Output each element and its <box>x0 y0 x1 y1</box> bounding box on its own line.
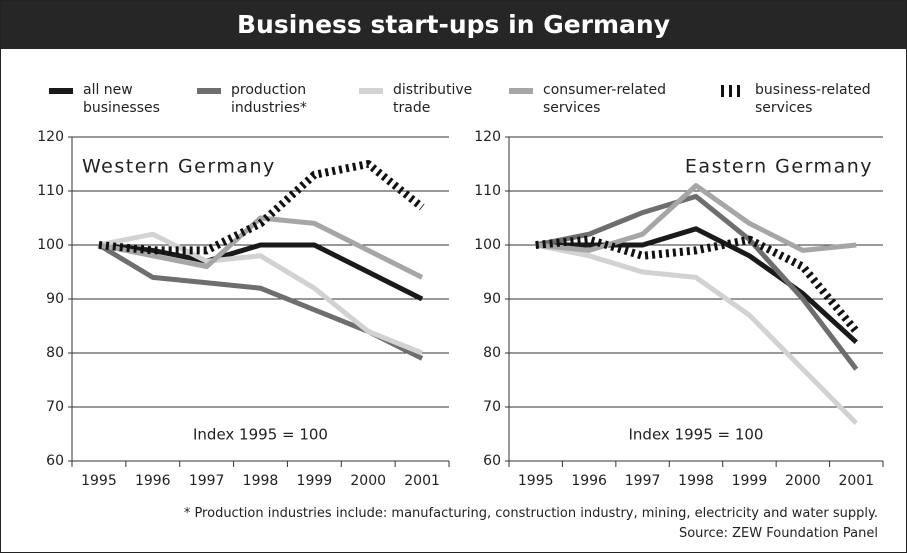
series-line <box>98 231 424 356</box>
y-tick-label: 120 <box>474 129 501 145</box>
legend-label: business-related services <box>755 82 871 116</box>
legend-label: all new businesses <box>83 82 160 116</box>
x-tick-label: 2001 <box>838 473 874 489</box>
y-tick-label: 60 <box>46 453 64 469</box>
x-tick-label: 1996 <box>135 473 171 489</box>
annotation: Index 1995 = 100 <box>629 426 764 444</box>
series-line <box>98 215 424 280</box>
x-tick-label: 1996 <box>571 473 607 489</box>
series-line <box>535 226 858 345</box>
x-tick-label: 2000 <box>785 473 821 489</box>
y-tick-label: 70 <box>46 399 64 415</box>
title: Business start-ups in Germany <box>1 1 906 49</box>
legend-swatch <box>49 88 73 94</box>
x-tick-label: 1995 <box>81 473 117 489</box>
x-tick-label: 1997 <box>189 473 225 489</box>
series-line <box>535 235 860 334</box>
y-tick-label: 60 <box>483 453 501 469</box>
y-tick-label: 100 <box>37 237 64 253</box>
x-tick-label: 1997 <box>625 473 661 489</box>
legend: all new businesses production industries*… <box>49 81 899 123</box>
y-tick-label: 100 <box>474 237 501 253</box>
x-tick-label: 1999 <box>297 473 333 489</box>
x-tick-label: 1998 <box>243 473 279 489</box>
y-tick-label: 90 <box>46 291 64 307</box>
series-line <box>535 183 857 253</box>
x-tick-label: 1995 <box>518 473 554 489</box>
footnote: * Production industries include: manufac… <box>183 506 878 521</box>
x-tick-label: 2000 <box>350 473 386 489</box>
y-tick-label: 90 <box>483 291 501 307</box>
y-tick-label: 70 <box>483 399 501 415</box>
series-line <box>98 160 425 255</box>
x-tick-label: 2001 <box>404 473 440 489</box>
y-tick-label: 80 <box>483 345 501 361</box>
y-tick-label: 120 <box>37 129 64 145</box>
series-line <box>535 242 859 425</box>
x-tick-label: 1998 <box>678 473 714 489</box>
legend-swatch <box>197 88 221 94</box>
y-tick-label: 110 <box>474 183 501 199</box>
source: Source: ZEW Foundation Panel <box>678 526 878 541</box>
series-line <box>535 193 859 371</box>
y-tick-label: 110 <box>37 183 64 199</box>
legend-swatch <box>721 85 745 97</box>
legend-label: distributive trade <box>393 82 473 116</box>
legend-label: consumer-related services <box>543 82 666 116</box>
legend-swatch <box>359 88 383 94</box>
annotation: Index 1995 = 100 <box>193 426 328 444</box>
y-tick-label: 80 <box>46 345 64 361</box>
panel-title: Eastern Germany <box>685 156 873 178</box>
series-line <box>97 242 424 361</box>
legend-label: production industries* <box>231 82 307 116</box>
x-tick-label: 1999 <box>732 473 768 489</box>
panel-title: Western Germany <box>82 156 276 178</box>
legend-swatch <box>509 88 533 94</box>
series-line <box>98 242 424 302</box>
